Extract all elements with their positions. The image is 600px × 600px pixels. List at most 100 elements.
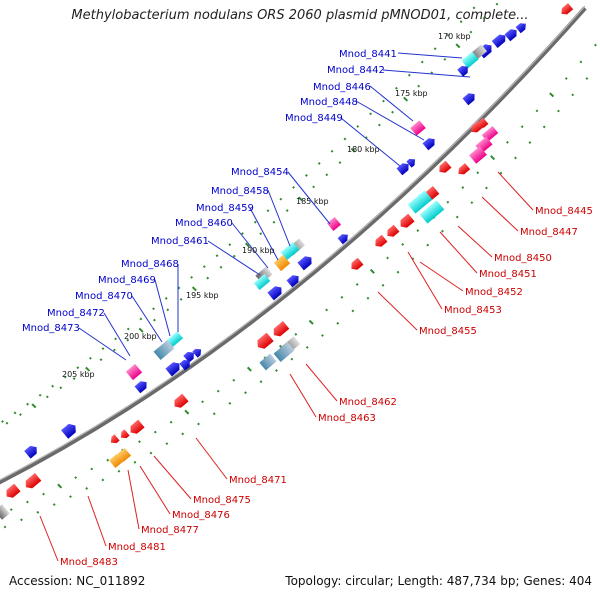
- leader-line: [154, 279, 171, 337]
- gene-label-mnod-8447[interactable]: Mnod_8447: [520, 227, 578, 238]
- tick-mark: [259, 232, 263, 236]
- gene-glyph: [0, 504, 10, 520]
- tick-mark: [336, 321, 340, 325]
- gene-label-mnod-8473[interactable]: Mnod_8473: [22, 323, 80, 334]
- gene-label-mnod-8459[interactable]: Mnod_8459: [196, 203, 254, 214]
- gene-label-mnod-8452[interactable]: Mnod_8452: [465, 287, 523, 298]
- gene-label-mnod-8454[interactable]: Mnod_8454: [231, 167, 289, 178]
- leader-line: [340, 117, 401, 167]
- tick-mark: [232, 378, 236, 382]
- tick-mark: [290, 357, 294, 361]
- tick-mark: [285, 209, 289, 212]
- tick-mark: [69, 495, 72, 499]
- gene-label-mnod-8471[interactable]: Mnod_8471: [229, 475, 287, 486]
- gene-label-mnod-8469[interactable]: Mnod_8469: [98, 275, 156, 286]
- leader-line: [369, 85, 414, 122]
- gene-glyph: [192, 348, 202, 358]
- tick-mark: [253, 220, 257, 224]
- leader-line: [78, 327, 127, 361]
- gene-glyph: [515, 23, 526, 34]
- tick-mark: [114, 337, 118, 341]
- gene-label-mnod-8451[interactable]: Mnod_8451: [479, 269, 537, 280]
- gene-label-mnod-8476[interactable]: Mnod_8476: [172, 510, 230, 521]
- tick-mark: [455, 43, 461, 49]
- tick-mark: [275, 369, 278, 372]
- tick-mark: [433, 47, 437, 51]
- gene-label-mnod-8463[interactable]: Mnod_8463: [318, 413, 376, 424]
- gene-label-mnod-8450[interactable]: Mnod_8450: [494, 253, 552, 264]
- gene-label-mnod-8483[interactable]: Mnod_8483: [60, 557, 118, 568]
- tick-mark: [308, 319, 314, 325]
- leader-line: [407, 251, 443, 310]
- tick-mark: [85, 366, 91, 372]
- tick-mark: [153, 318, 156, 322]
- tick-mark: [472, 6, 476, 10]
- tick-mark: [216, 389, 220, 393]
- gene-glyph: [410, 120, 426, 136]
- gene-label-mnod-8470[interactable]: Mnod_8470: [75, 291, 133, 302]
- tick-mark: [57, 483, 63, 489]
- tick-label-205: 205 kbp: [62, 370, 95, 379]
- gene-label-mnod-8442[interactable]: Mnod_8442: [327, 65, 385, 76]
- tick-mark: [470, 201, 474, 205]
- tick-mark: [542, 125, 546, 129]
- tick-mark: [179, 297, 183, 301]
- gene-label-mnod-8455[interactable]: Mnod_8455: [419, 326, 477, 337]
- gene-label-mnod-8449[interactable]: Mnod_8449: [285, 113, 343, 124]
- tick-mark: [149, 451, 153, 455]
- gene-label-mnod-8481[interactable]: Mnod_8481: [108, 542, 166, 553]
- gene-glyph: [504, 29, 517, 42]
- gene-label-mnod-8477[interactable]: Mnod_8477: [141, 525, 199, 536]
- tick-mark: [381, 283, 385, 287]
- tick-mark: [90, 467, 94, 471]
- gene-label-mnod-8448[interactable]: Mnod_8448: [300, 97, 358, 108]
- tick-mark: [215, 254, 219, 258]
- plasmid-backbone: [0, 6, 587, 485]
- tick-mark: [74, 476, 78, 480]
- gene-label-mnod-8453[interactable]: Mnod_8453: [444, 305, 502, 316]
- gene-glyph: [125, 363, 143, 381]
- gene-glyph: [120, 429, 130, 439]
- gene-glyph: [253, 274, 271, 290]
- tick-mark: [266, 209, 270, 213]
- leader-line: [87, 495, 107, 547]
- gene-label-mnod-8462[interactable]: Mnod_8462: [339, 397, 397, 408]
- tick-mark: [85, 486, 89, 490]
- gene-glyph: [6, 483, 21, 498]
- gene-glyph: [259, 353, 277, 371]
- tick-mark: [330, 149, 334, 153]
- tick-mark: [133, 460, 137, 464]
- gene-glyph: [458, 163, 471, 175]
- tick-mark: [564, 77, 568, 80]
- tick-mark: [446, 33, 450, 37]
- tick-label-180: 180 kbp: [347, 145, 380, 154]
- gene-glyph: [422, 138, 435, 151]
- gene-label-mnod-8472[interactable]: Mnod_8472: [47, 308, 105, 319]
- gene-label-mnod-8475[interactable]: Mnod_8475: [193, 495, 251, 506]
- gene-label-mnod-8441[interactable]: Mnod_8441: [339, 49, 397, 60]
- gene-label-mnod-8458[interactable]: Mnod_8458: [211, 186, 269, 197]
- gene-label-mnod-8468[interactable]: Mnod_8468: [121, 259, 179, 270]
- tick-mark: [579, 60, 583, 64]
- gene-glyph: [257, 332, 274, 349]
- tick-mark: [152, 307, 155, 311]
- tick-mark: [165, 442, 169, 446]
- tick-mark: [25, 500, 29, 504]
- gene-label-mnod-8446[interactable]: Mnod_8446: [313, 82, 371, 93]
- gene-label-mnod-8460[interactable]: Mnod_8460: [175, 218, 233, 229]
- leader-line: [103, 312, 131, 357]
- leader-line: [457, 225, 493, 258]
- gene-glyph: [110, 434, 120, 444]
- tick-label-200: 200 kbp: [124, 332, 157, 341]
- tick-mark: [272, 220, 276, 224]
- gene-glyph: [116, 447, 132, 463]
- gene-glyph: [419, 200, 445, 224]
- tick-mark: [181, 432, 185, 436]
- tick-mark: [386, 256, 389, 260]
- leader-line: [397, 52, 463, 59]
- gene-label-mnod-8461[interactable]: Mnod_8461: [151, 236, 209, 247]
- gene-label-mnod-8445[interactable]: Mnod_8445: [535, 206, 593, 217]
- tick-mark: [391, 110, 394, 114]
- tick-mark: [325, 308, 329, 312]
- plasmid-backbone-highlight: [0, 5, 586, 481]
